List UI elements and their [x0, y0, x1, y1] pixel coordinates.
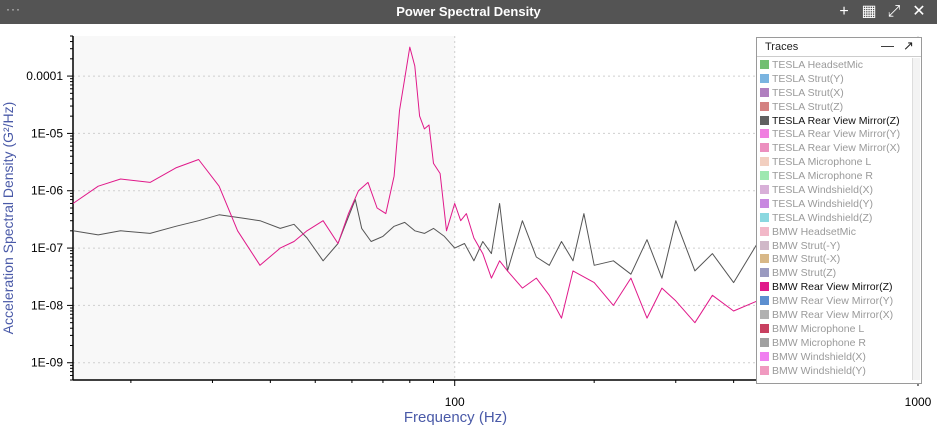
- trace-label: TESLA Windshield(X): [772, 184, 873, 197]
- trace-color-swatch: [760, 351, 769, 361]
- popout-icon[interactable]: ↗: [903, 38, 914, 53]
- trace-color-swatch: [760, 268, 769, 278]
- trace-item[interactable]: TESLA HeadsetMic: [757, 58, 911, 72]
- traces-list: TESLA HeadsetMic TESLA Strut(Y) TESLA Stru…: [757, 58, 911, 377]
- trace-label: BMW Rear View Mirror(Z): [772, 281, 893, 294]
- traces-panel: Traces — ↗ TESLA HeadsetMic TESLA Strut(Y…: [756, 37, 922, 384]
- y-tick-label: 1E-09: [31, 356, 63, 370]
- trace-color-swatch: [760, 143, 769, 153]
- trace-item[interactable]: TESLA Windshield(Z): [757, 211, 911, 225]
- trace-color-swatch: [760, 60, 769, 69]
- trace-label: TESLA Rear View Mirror(X): [772, 142, 901, 155]
- trace-label: TESLA HeadsetMic: [772, 59, 864, 71]
- traces-header: Traces — ↗: [757, 38, 921, 57]
- add-trace-icon[interactable]: +: [839, 3, 849, 20]
- trace-label: TESLA Windshield(Z): [772, 211, 873, 224]
- trace-label: BMW Microphone R: [772, 336, 866, 349]
- y-tick-label: 1E-05: [31, 126, 63, 140]
- trace-color-swatch: [760, 212, 769, 222]
- trace-color-swatch: [760, 87, 769, 97]
- minimize-icon[interactable]: —: [881, 38, 894, 53]
- trace-label: BMW HeadsetMic: [772, 225, 857, 238]
- trace-item[interactable]: BMW Microphone R: [757, 336, 911, 350]
- trace-item[interactable]: BMW Strut(-Y): [757, 239, 911, 253]
- trace-color-swatch: [760, 240, 769, 250]
- trace-label: BMW Windshield(X): [772, 350, 866, 363]
- trace-label: BMW Rear View Mirror(Y): [772, 295, 894, 308]
- trace-item[interactable]: TESLA Strut(Y): [757, 72, 911, 86]
- trace-label: TESLA Strut(Z): [772, 100, 844, 113]
- y-tick-label: 1E-07: [31, 241, 63, 255]
- trace-color-swatch: [760, 157, 769, 167]
- series-line[interactable]: [72, 199, 919, 296]
- trace-item[interactable]: BMW Rear View Mirror(Z): [757, 280, 911, 294]
- trace-item[interactable]: BMW Strut(Z): [757, 266, 911, 280]
- close-icon[interactable]: ✕: [912, 3, 926, 20]
- grid-layout-icon[interactable]: ▦: [861, 3, 877, 20]
- y-tick-label: 0.0001: [26, 69, 63, 83]
- trace-color-swatch: [760, 198, 769, 208]
- trace-item[interactable]: TESLA Windshield(X): [757, 183, 911, 197]
- trace-label: BMW Strut(-X): [772, 253, 841, 266]
- trace-item[interactable]: BMW Rear View Mirror(Y): [757, 294, 911, 308]
- trace-color-swatch: [760, 185, 769, 195]
- series-line[interactable]: [72, 46, 919, 346]
- trace-item[interactable]: BMW Strut(-X): [757, 252, 911, 266]
- y-tick-label: 1E-06: [31, 184, 63, 198]
- x-tick-label: 1000: [905, 395, 932, 409]
- trace-label: TESLA Rear View Mirror(Y): [772, 128, 901, 141]
- trace-color-swatch: [760, 296, 769, 306]
- y-tick-label: 1E-08: [31, 298, 63, 312]
- trace-item[interactable]: TESLA Microphone R: [757, 169, 911, 183]
- trace-label: TESLA Rear View Mirror(Z): [772, 114, 900, 127]
- window-menu-icon[interactable]: ···: [6, 2, 21, 16]
- trace-color-swatch: [760, 254, 769, 264]
- title-bar: ··· Power Spectral Density + ▦ ⤢ ✕: [0, 0, 937, 24]
- trace-item[interactable]: TESLA Microphone L: [757, 155, 911, 169]
- trace-color-swatch: [760, 282, 769, 292]
- x-axis-title: Frequency (Hz): [404, 409, 507, 426]
- trace-label: TESLA Strut(Y): [772, 72, 844, 85]
- trace-item[interactable]: BMW Rear View Mirror(X): [757, 308, 911, 322]
- y-axis-title: Acceleration Spectral Density (G²/Hz): [0, 102, 16, 335]
- psd-chart[interactable]: 0.0001 1E-05 1E-06 1E-07 1E-08 1E-09 100 1000 Fr…: [0, 24, 937, 445]
- trace-label: TESLA Strut(X): [772, 86, 844, 99]
- trace-color-swatch: [760, 73, 769, 83]
- trace-item[interactable]: TESLA Rear View Mirror(X): [757, 141, 911, 155]
- maximize-icon[interactable]: ⤢: [887, 3, 901, 20]
- trace-color-swatch: [760, 171, 769, 181]
- trace-item[interactable]: BMW Microphone L: [757, 322, 911, 336]
- trace-label: TESLA Microphone L: [772, 156, 872, 169]
- trace-color-swatch: [760, 115, 769, 125]
- trace-item[interactable]: BMW Windshield(X): [757, 350, 911, 364]
- traces-title: Traces: [765, 41, 799, 53]
- x-tick-label: 100: [445, 395, 465, 409]
- trace-item[interactable]: BMW Windshield(Y): [757, 364, 911, 378]
- trace-label: BMW Strut(Z): [772, 267, 837, 280]
- trace-color-swatch: [760, 337, 769, 347]
- trace-color-swatch: [760, 365, 769, 375]
- trace-label: BMW Windshield(Y): [772, 364, 866, 377]
- trace-color-swatch: [760, 101, 769, 111]
- plot-shaded-region: [73, 36, 455, 380]
- trace-color-swatch: [760, 129, 769, 139]
- trace-color-swatch: [760, 323, 769, 333]
- window-title: Power Spectral Density: [396, 4, 541, 19]
- traces-scrollbar[interactable]: [912, 58, 920, 380]
- trace-label: BMW Microphone L: [772, 322, 865, 335]
- trace-label: TESLA Windshield(Y): [772, 197, 873, 210]
- trace-item[interactable]: TESLA Rear View Mirror(Z): [757, 114, 911, 128]
- trace-label: BMW Rear View Mirror(X): [772, 309, 894, 322]
- trace-item[interactable]: TESLA Rear View Mirror(Y): [757, 127, 911, 141]
- trace-color-swatch: [760, 310, 769, 320]
- trace-label: TESLA Microphone R: [772, 170, 873, 183]
- trace-item[interactable]: TESLA Strut(X): [757, 86, 911, 100]
- trace-color-swatch: [760, 226, 769, 236]
- trace-label: BMW Strut(-Y): [772, 239, 841, 252]
- trace-item[interactable]: BMW HeadsetMic: [757, 225, 911, 239]
- trace-item[interactable]: TESLA Windshield(Y): [757, 197, 911, 211]
- trace-item[interactable]: TESLA Strut(Z): [757, 100, 911, 114]
